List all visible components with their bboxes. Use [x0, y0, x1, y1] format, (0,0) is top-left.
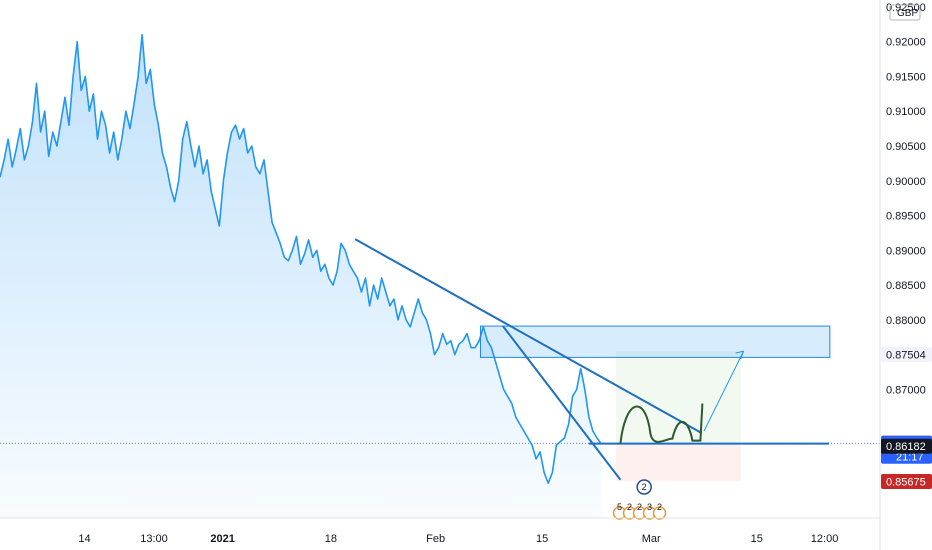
pattern-sketch [619, 403, 704, 444]
trendline-1 [354, 238, 703, 435]
target-zone [616, 351, 741, 444]
event-marker-top [636, 479, 652, 495]
price-tag-4: 0.86182 [886, 441, 926, 453]
event-count-1: 5 [617, 502, 622, 512]
y-tick-label-9: 0.88000 [886, 315, 926, 327]
x-tick-label-6: Mar [642, 533, 661, 545]
y-tick-label-8: 0.88500 [886, 280, 926, 292]
y-tick-label-6: 0.89500 [886, 211, 926, 223]
event-count-2: 2 [627, 502, 632, 512]
event-count-5: 2 [657, 502, 662, 512]
x-tick-label-1: 13:00 [140, 533, 168, 545]
y-tick-label-4: 0.90500 [886, 141, 926, 153]
price-tag-bg-5 [881, 473, 932, 489]
y-tick-label-1: 0.92000 [886, 37, 926, 49]
price-tag-bg-4 [881, 438, 932, 454]
series-line [0, 34, 602, 484]
x-tick-label-5: 15 [536, 533, 548, 545]
x-tick-label-3: 18 [325, 533, 337, 545]
currency-label: GBP [897, 8, 918, 19]
event-count-3: 2 [637, 502, 642, 512]
stop-zone [616, 443, 741, 482]
area-layer [0, 34, 602, 519]
y-tick-label-10: 0.87000 [886, 384, 926, 396]
y-tick-label-2: 0.91500 [886, 71, 926, 83]
annotation-layer: 25 2 2 3 2 [0, 238, 880, 520]
price-tag-bg-1 [881, 346, 932, 362]
projection-arrowhead [735, 350, 745, 360]
y-tick-label-5: 0.90000 [886, 176, 926, 188]
event-count-4: 3 [647, 502, 652, 512]
x-tick-label-8: 12:00 [811, 533, 839, 545]
x-tick-label-2: 2021 [210, 533, 234, 545]
supply-zone-box [479, 325, 831, 358]
currency-box [889, 4, 921, 21]
trendline-2 [502, 325, 622, 481]
projection-arrow [703, 350, 745, 432]
x-tick-label-7: 15 [751, 533, 763, 545]
event-count-top: 2 [642, 482, 647, 492]
price-tag-1: 0.87504 [886, 349, 926, 361]
y-tick-label-7: 0.89000 [886, 245, 926, 257]
x-tick-label-4: Feb [426, 533, 445, 545]
series-area-fill [0, 34, 601, 519]
price-tag-sub-3: 21:17 [896, 451, 924, 463]
event-marker-5 [652, 506, 667, 520]
price-tag-5: 0.85675 [886, 476, 926, 488]
y-tick-label-3: 0.91000 [886, 106, 926, 118]
x-tick-label-0: 14 [78, 533, 90, 545]
